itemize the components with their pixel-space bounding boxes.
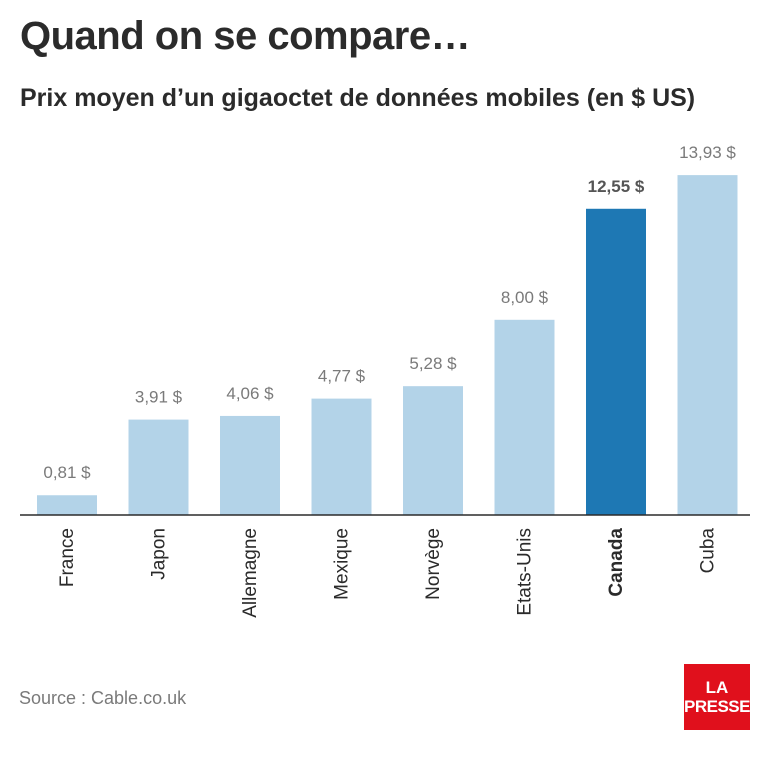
category-label-france: France (57, 528, 78, 587)
category-label-allemagne: Allemagne (240, 528, 261, 618)
bar-norvege (403, 386, 463, 515)
category-label-cuba: Cuba (698, 528, 719, 574)
value-label-etats-unis: 8,00 $ (501, 288, 549, 307)
bar-france (37, 495, 97, 515)
chart-title: Quand on se compare… (20, 14, 471, 58)
logo-line-2: PRESSE (684, 697, 750, 716)
category-label-norvege: Norvège (423, 528, 444, 600)
value-label-mexique: 4,77 $ (318, 367, 366, 386)
category-label-etats-unis: Etats-Unis (515, 528, 536, 616)
bar-cuba (677, 175, 738, 515)
value-label-japon: 3,91 $ (135, 388, 183, 407)
category-label-canada: Canada (606, 528, 627, 597)
bar-etats-unis (494, 319, 555, 515)
category-label-mexique: Mexique (332, 528, 353, 600)
category-label-japon: Japon (149, 528, 170, 580)
source-note: Source : Cable.co.uk (19, 688, 187, 708)
bar-canada (586, 208, 646, 515)
chart-subtitle: Prix moyen d’un gigaoctet de données mob… (20, 84, 696, 112)
value-label-allemagne: 4,06 $ (226, 384, 274, 403)
logo-line-1: LA (705, 678, 729, 697)
value-label-france: 0,81 $ (43, 463, 91, 482)
value-label-canada: 12,55 $ (588, 177, 645, 196)
bar-allemagne (220, 415, 280, 515)
value-label-cuba: 13,93 $ (679, 143, 736, 162)
la-presse-logo: LA PRESSE (684, 664, 750, 730)
bar-mexique (311, 398, 372, 515)
bar-japon (128, 419, 189, 515)
value-label-norvege: 5,28 $ (409, 354, 457, 373)
